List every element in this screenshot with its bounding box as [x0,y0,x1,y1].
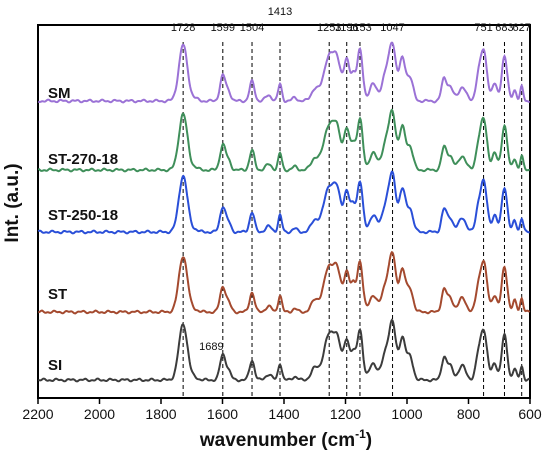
x-tick-label: 2000 [84,406,115,422]
peak-label: 1728 [171,22,195,34]
peak-label: 1153 [348,22,372,34]
peak-label: 627 [513,22,531,34]
series-label: ST-250-18 [48,207,118,224]
peak-label: 683 [495,22,513,34]
series-label: ST-270-18 [48,151,118,168]
x-tick-label: 600 [518,406,542,422]
series-labels: SM ST-270-18 ST-250-18 ST SI [48,85,118,374]
peak-label: 1599 [211,22,235,34]
spectra-series [37,41,531,383]
x-tick-label: 1400 [268,406,299,422]
peak-label: 1504 [240,22,264,34]
peak-label: 1253 [317,22,341,34]
series-line-si [38,318,530,383]
series-line-sm [37,41,531,104]
x-axis-title: wavenumber (cm-1) [199,427,372,451]
peak-label: 1047 [380,22,404,34]
peak-guide-lines [182,42,523,398]
y-axis-title: Int. (a.u.) [2,163,23,242]
peak-label: 1196 [335,22,359,34]
x-tick-label: 1600 [207,406,238,422]
series-label: SM [48,85,71,102]
x-axis-title-superscript: -1 [355,427,366,441]
x-tick-label: 1800 [145,406,176,422]
x-tick-label: 1000 [391,406,422,422]
series-line-st-250-18 [37,170,530,235]
peak-label: 1413 [268,6,292,18]
annotation-label: 1689 [199,341,223,353]
x-axis-title-main: wavenumber (cm [199,430,355,451]
x-axis-ticks: 2200 2000 1800 1600 1400 1200 1000 800 600 [22,398,542,422]
series-label: ST [48,286,67,303]
peak-label: 751 [474,22,492,34]
series-label: SI [48,357,62,374]
x-tick-label: 800 [457,406,481,422]
x-tick-label: 2200 [22,406,53,422]
series-line-st [38,250,531,315]
series-line-st-270-18 [37,108,531,173]
x-tick-label: 1200 [330,406,361,422]
x-axis-title-suffix: ) [366,430,372,451]
